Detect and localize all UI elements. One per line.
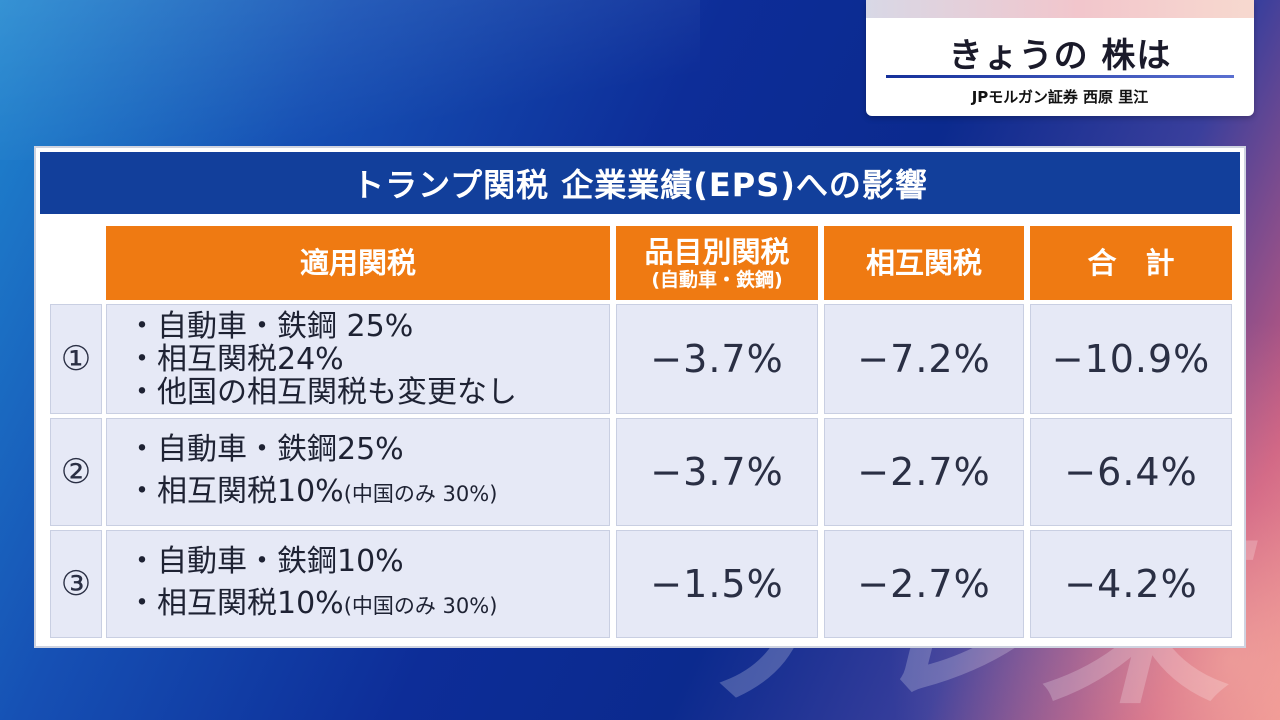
row-1-description: ・自動車・鉄鋼 25% ・相互関税24% ・他国の相互関税も変更なし (106, 304, 610, 414)
row-2-description: ・自動車・鉄鋼25% ・相互関税10%(中国のみ 30%) (106, 418, 610, 526)
tariff-impact-panel: トランプ関税 企業業績(EPS)への影響 適用関税 品目別関税 (自動車・鉄鋼)… (34, 146, 1246, 648)
row-3-total-value: −4.2% (1030, 530, 1232, 638)
header-item-tariff: 品目別関税 (自動車・鉄鋼) (616, 226, 818, 300)
header-item-label: 品目別関税 (644, 235, 790, 269)
row-3-description: ・自動車・鉄鋼10% ・相互関税10%(中国のみ 30%) (106, 530, 610, 638)
row-2-line-2-main: ・相互関税10% (127, 474, 344, 509)
row-2-line-2: ・相互関税10%(中国のみ 30%) (127, 471, 497, 515)
panel-title: トランプ関税 企業業績(EPS)への影響 (40, 152, 1240, 214)
row-1-item-value: −3.7% (616, 304, 818, 414)
row-3-line-1: ・自動車・鉄鋼10% (127, 544, 404, 579)
segment-divider (886, 75, 1234, 78)
segment-title: きょうの 株は (948, 36, 1172, 76)
row-2-line-2-note: (中国のみ 30%) (343, 482, 498, 506)
header-reciprocal: 相互関税 (824, 226, 1024, 300)
row-3-line-2-note: (中国のみ 30%) (343, 594, 498, 618)
header-item-sublabel: (自動車・鉄鋼) (651, 269, 783, 291)
row-2-total-value: −6.4% (1030, 418, 1232, 526)
header-total-label: 合 計 (1087, 246, 1175, 280)
row-1-total-value: −10.9% (1030, 304, 1232, 414)
header-reciprocal-label: 相互関税 (865, 246, 982, 280)
segment-label-box: きょうの 株は JPモルガン証券 西原 里江 (866, 0, 1254, 116)
background-ribbon (0, 0, 700, 160)
row-2-line-1: ・自動車・鉄鋼25% (127, 432, 404, 467)
header-tariff-label: 適用関税 (299, 246, 416, 280)
row-1-line-1: ・自動車・鉄鋼 25% (127, 308, 414, 344)
row-1-line-3: ・他国の相互関税も変更なし (127, 374, 517, 410)
row-3-line-2-main: ・相互関税10% (127, 586, 344, 621)
row-3-index: ③ (50, 530, 102, 638)
row-1-reciprocal-value: −7.2% (824, 304, 1024, 414)
header-tariff: 適用関税 (106, 226, 610, 300)
row-1-line-2: ・相互関税24% (127, 341, 344, 377)
row-1-index: ① (50, 304, 102, 414)
segment-label-strip (866, 0, 1254, 18)
row-3-item-value: −1.5% (616, 530, 818, 638)
row-2-item-value: −3.7% (616, 418, 818, 526)
guest-caption: JPモルガン証券 西原 里江 (971, 88, 1149, 106)
row-3-reciprocal-value: −2.7% (824, 530, 1024, 638)
row-2-reciprocal-value: −2.7% (824, 418, 1024, 526)
row-2-index: ② (50, 418, 102, 526)
row-3-line-2: ・相互関税10%(中国のみ 30%) (127, 583, 497, 627)
header-total: 合 計 (1030, 226, 1232, 300)
